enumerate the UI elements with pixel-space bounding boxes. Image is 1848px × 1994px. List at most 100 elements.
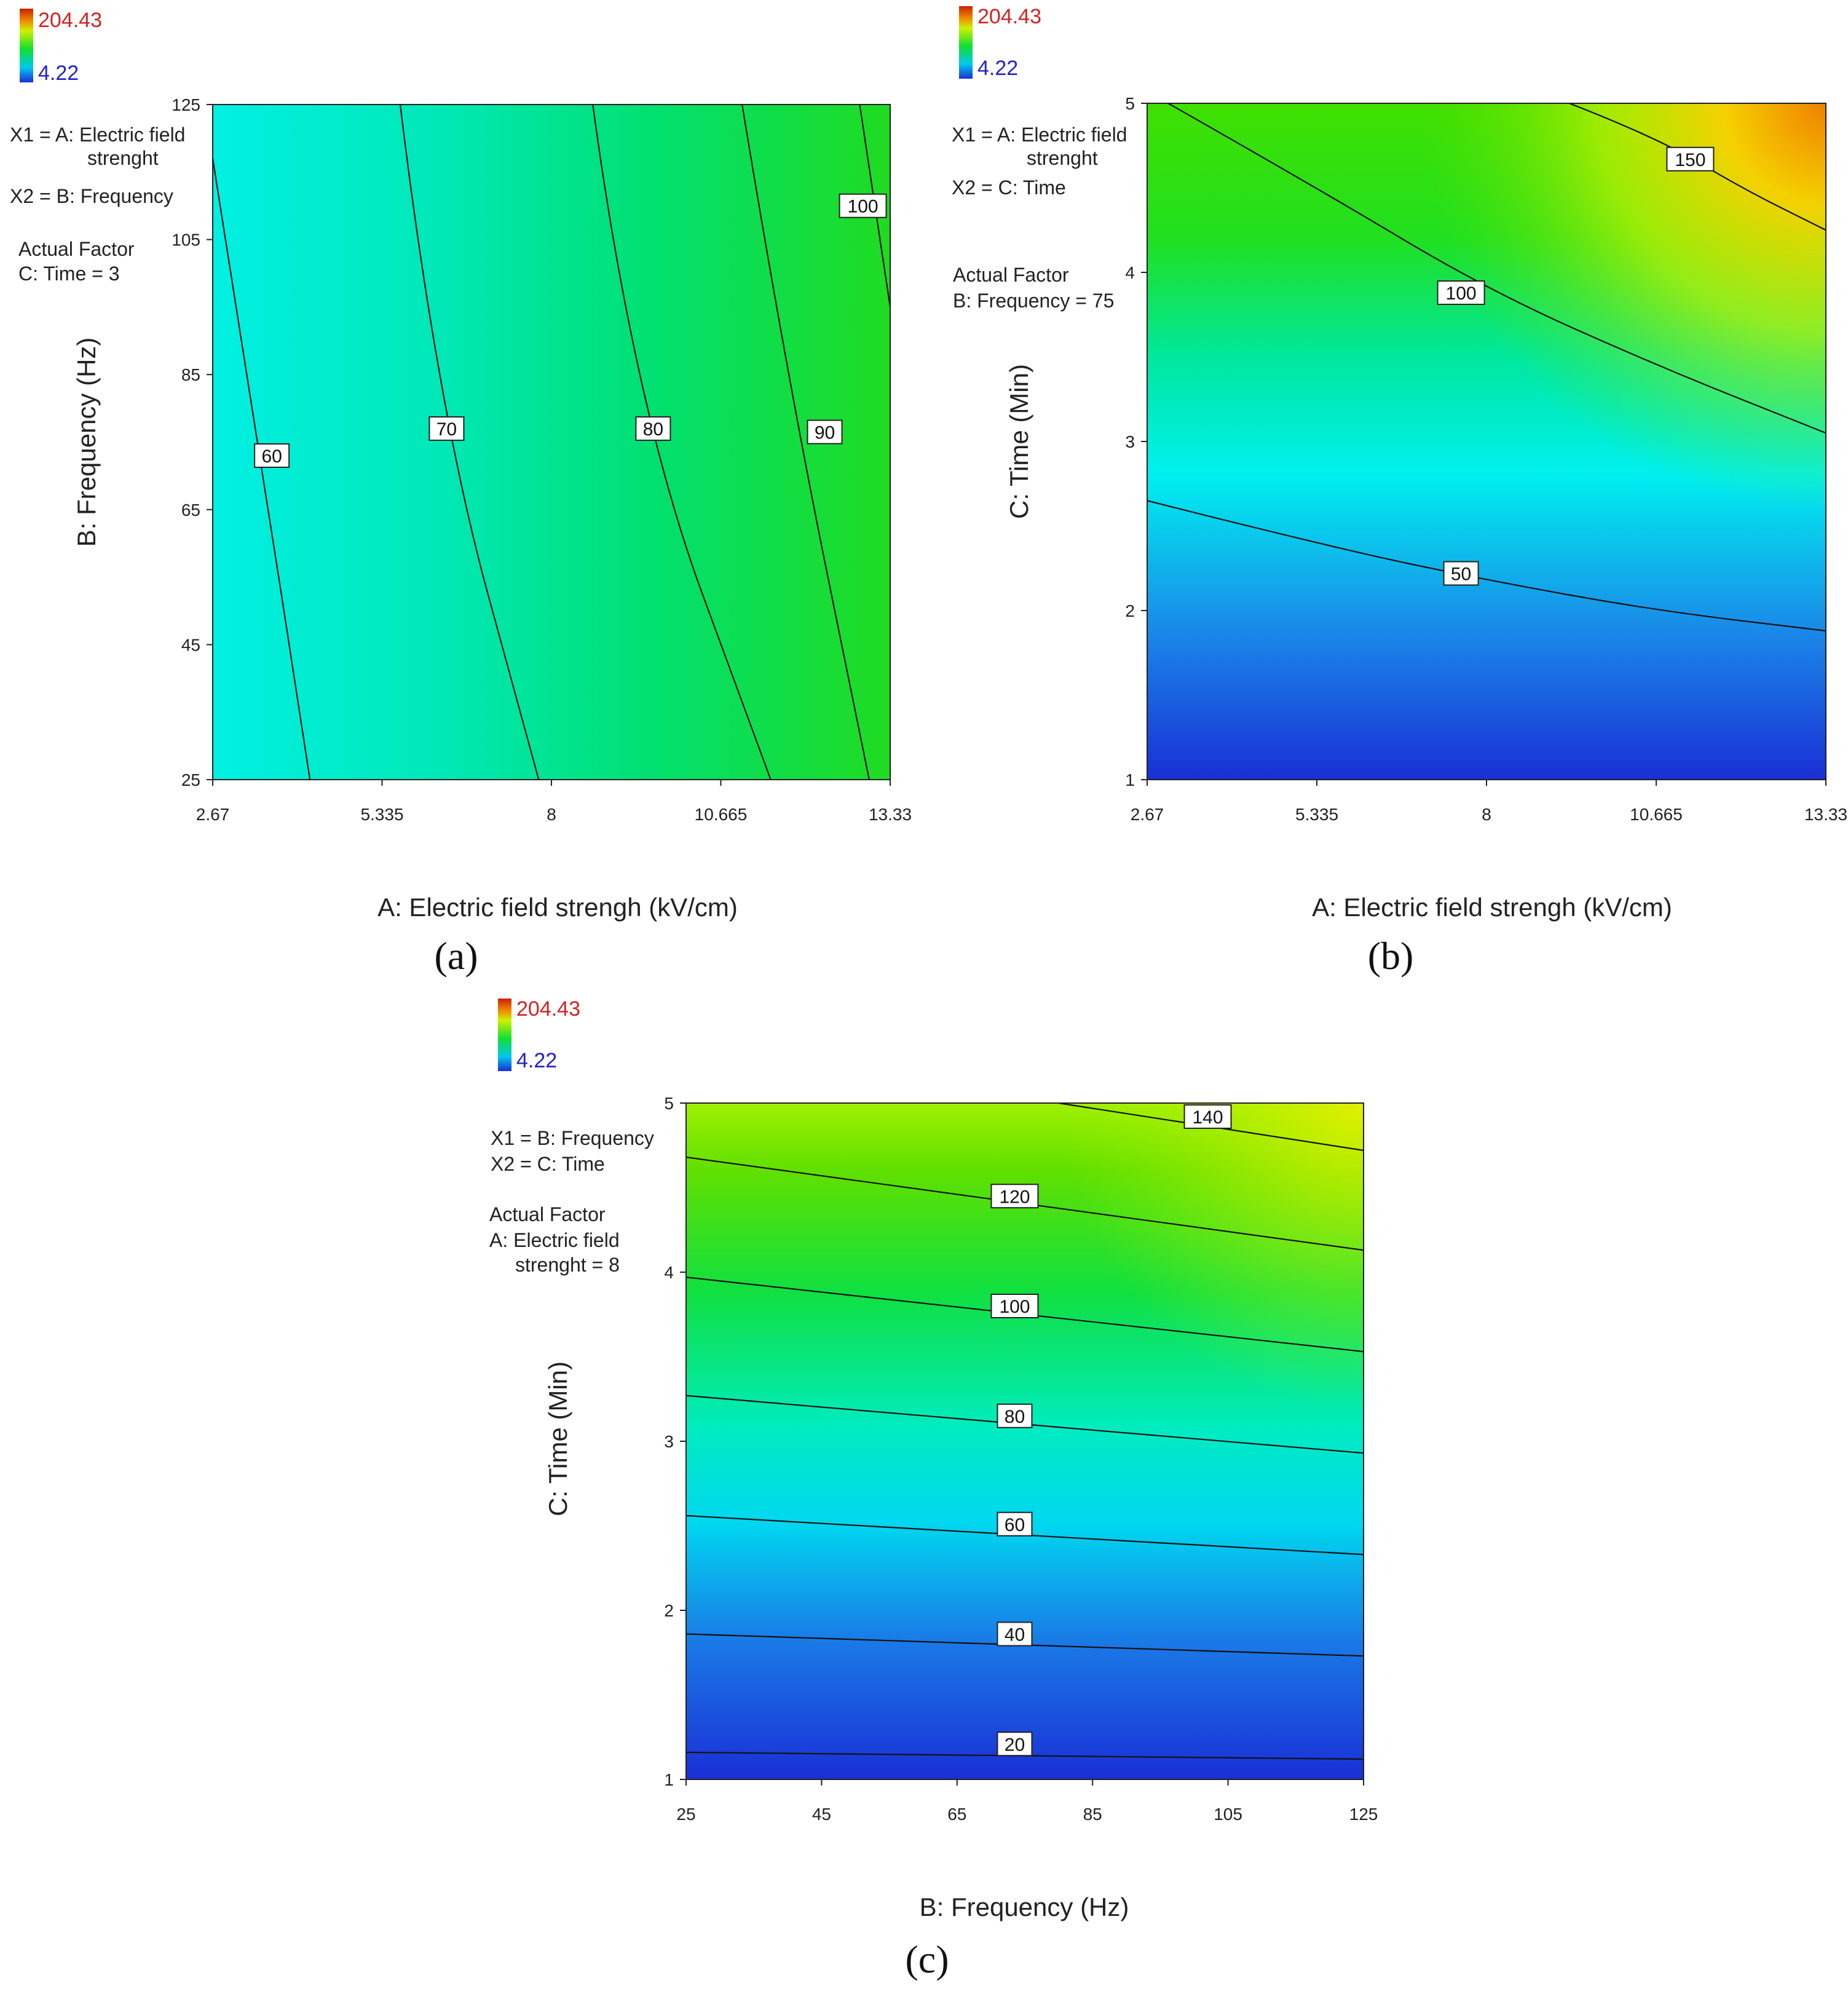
contour-line-60 bbox=[213, 158, 311, 780]
contour-label-text: 70 bbox=[436, 419, 457, 440]
x-tick-label: 8 bbox=[547, 805, 556, 824]
annotation-fixed-factor: A: Electric field bbox=[489, 1229, 620, 1251]
color-scale-bar bbox=[959, 6, 973, 79]
y-tick-label: 125 bbox=[172, 95, 200, 114]
annotation-x2: X2 = B: Frequency bbox=[10, 185, 173, 207]
x-ticks-b: 2.67 5.335 8 10.665 13.33 bbox=[1131, 780, 1847, 824]
contour-labels-b: 50 100 150 bbox=[1437, 146, 1715, 586]
panel-label-a: (a) bbox=[434, 934, 478, 978]
factor-annotation-b: X1 = A: Electric field strenght X2 = C: … bbox=[952, 124, 1127, 312]
contour-labels-a: 60 70 80 90 100 bbox=[254, 193, 887, 468]
y-tick-label: 1 bbox=[1125, 770, 1135, 789]
y-ticks-c: 1 2 3 4 5 bbox=[664, 1094, 686, 1789]
plot-area-b-highlight bbox=[1147, 103, 1826, 780]
contour-label-text: 40 bbox=[1005, 1625, 1025, 1645]
y-tick-label: 2 bbox=[664, 1601, 674, 1620]
panel-b: 204.43 4.22 50 100 150 2.67 5.335 8 10.665 13.… bbox=[952, 5, 1847, 978]
contour-label-50: 50 bbox=[1443, 561, 1479, 586]
contour-label-100: 100 bbox=[1437, 280, 1485, 305]
contour-line-80 bbox=[592, 105, 772, 780]
x-tick-label: 45 bbox=[812, 1805, 831, 1824]
contour-label-text: 100 bbox=[999, 1297, 1030, 1317]
x-ticks-a: 2.67 5.335 8 10.665 13.33 bbox=[196, 780, 912, 824]
contour-label-70: 70 bbox=[428, 416, 465, 441]
color-scale-bar bbox=[498, 999, 511, 1071]
contour-label-text: 150 bbox=[1675, 150, 1705, 170]
y-axis-label-b: C: Time (Min) bbox=[1005, 364, 1033, 519]
y-tick-label: 85 bbox=[181, 365, 200, 384]
x-tick-label: 125 bbox=[1349, 1805, 1378, 1824]
contour-label-box bbox=[997, 1511, 1033, 1537]
contour-label-box bbox=[990, 1294, 1039, 1318]
annotation-x1: X1 = A: Electric field bbox=[10, 124, 185, 146]
color-legend-a: 204.43 4.22 bbox=[20, 9, 102, 85]
y-tick-label: 3 bbox=[664, 1432, 674, 1451]
legend-min: 4.22 bbox=[516, 1049, 557, 1072]
contour-label-box bbox=[254, 443, 290, 468]
contour-label-text: 100 bbox=[1446, 283, 1477, 304]
annotation-x1-cont: strenght bbox=[87, 147, 159, 169]
contour-label-text: 90 bbox=[815, 423, 835, 443]
x-tick-label: 5.335 bbox=[1295, 805, 1338, 824]
y-ticks-a: 25 45 65 85 105 125 bbox=[172, 95, 213, 789]
y-axis-label-c: C: Time (Min) bbox=[543, 1361, 572, 1516]
y-tick-label: 45 bbox=[181, 635, 200, 654]
factor-annotation-a: X1 = A: Electric field strenght X2 = B: … bbox=[10, 124, 185, 285]
y-tick-label: 4 bbox=[1125, 263, 1135, 282]
y-tick-label: 105 bbox=[172, 231, 200, 250]
contour-label-text: 140 bbox=[1193, 1107, 1223, 1128]
contour-label-100: 100 bbox=[839, 193, 887, 218]
x-tick-label: 2.67 bbox=[196, 805, 230, 824]
x-ticks-c: 25 45 65 85 105 125 bbox=[676, 1779, 1378, 1824]
contour-label-40: 40 bbox=[997, 1621, 1033, 1647]
contour-label-80: 80 bbox=[635, 416, 671, 441]
contour-label-20: 20 bbox=[997, 1731, 1033, 1757]
contour-line-70 bbox=[399, 105, 540, 780]
annotation-actual-factor: Actual Factor bbox=[953, 264, 1069, 286]
contour-label-100: 100 bbox=[990, 1294, 1039, 1318]
contour-label-150: 150 bbox=[1666, 146, 1715, 172]
legend-max: 204.43 bbox=[38, 9, 102, 32]
x-axis-label-b: A: Electric field strengh (kV/cm) bbox=[1312, 893, 1672, 922]
panel-a: 204.43 4.22 60 70 80 90 100 2.67 5.335 8 10.665… bbox=[10, 9, 912, 978]
x-tick-label: 13.33 bbox=[869, 805, 912, 824]
legend-max: 204.43 bbox=[516, 997, 580, 1021]
panel-label-b: (b) bbox=[1368, 934, 1414, 978]
x-tick-label: 8 bbox=[1482, 805, 1491, 824]
y-tick-label: 5 bbox=[664, 1094, 674, 1113]
plot-area-c-highlight bbox=[686, 1103, 1364, 1779]
annotation-x2: X2 = C: Time bbox=[491, 1153, 605, 1175]
x-tick-label: 105 bbox=[1214, 1805, 1242, 1824]
y-tick-label: 65 bbox=[181, 500, 200, 520]
contour-labels-c: 20 40 60 80 100 120 140 bbox=[990, 1104, 1232, 1757]
contour-label-box bbox=[1183, 1104, 1232, 1129]
x-tick-label: 10.665 bbox=[695, 805, 748, 824]
annotation-x1-cont: strenght bbox=[1027, 147, 1098, 169]
contour-label-text: 120 bbox=[999, 1187, 1030, 1207]
panel-label-c: (c) bbox=[905, 1937, 949, 1981]
contour-label-box bbox=[990, 1184, 1039, 1209]
y-tick-label: 2 bbox=[1125, 601, 1135, 620]
x-tick-label: 85 bbox=[1083, 1805, 1102, 1824]
annotation-actual-factor: Actual Factor bbox=[489, 1203, 606, 1225]
x-tick-label: 25 bbox=[676, 1805, 695, 1824]
color-legend-c: 204.43 4.22 bbox=[498, 997, 580, 1072]
annotation-fixed-factor: C: Time = 3 bbox=[18, 263, 120, 285]
annotation-fixed-factor: B: Frequency = 75 bbox=[953, 290, 1114, 312]
y-axis-label-a: B: Frequency (Hz) bbox=[72, 338, 101, 547]
annotation-x1: X1 = A: Electric field bbox=[952, 124, 1127, 146]
contour-label-box bbox=[997, 1403, 1033, 1428]
legend-min: 4.22 bbox=[38, 61, 79, 85]
contour-label-box bbox=[807, 419, 843, 445]
contour-label-text: 60 bbox=[261, 446, 282, 467]
contour-label-box bbox=[997, 1731, 1033, 1757]
x-axis-label-a: A: Electric field strengh (kV/cm) bbox=[377, 893, 738, 922]
contour-label-box bbox=[428, 416, 465, 441]
contour-label-60: 60 bbox=[254, 443, 290, 468]
x-tick-label: 13.33 bbox=[1804, 805, 1847, 824]
contour-label-box bbox=[1443, 561, 1479, 586]
x-axis-label-c: B: Frequency (Hz) bbox=[920, 1893, 1129, 1921]
y-tick-label: 25 bbox=[181, 770, 200, 789]
